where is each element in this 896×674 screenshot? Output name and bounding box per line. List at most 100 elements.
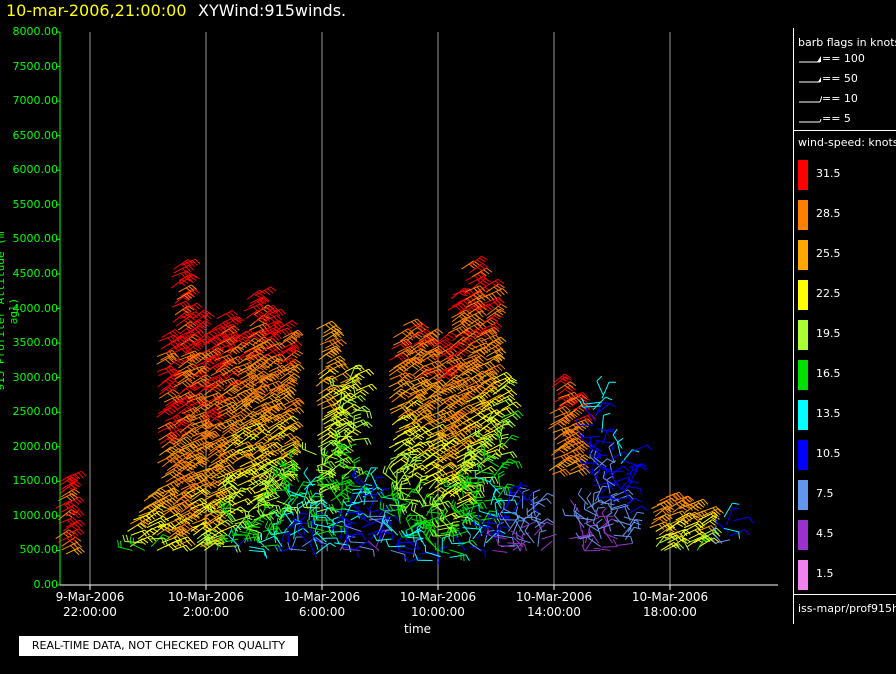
x-tick-label: 9-Mar-2006 22:00:00: [45, 590, 135, 620]
wind-barb: [548, 419, 570, 430]
x-tick-date: 10-Mar-2006: [631, 590, 709, 604]
wind-barb: [178, 273, 198, 282]
wind-barb: [455, 327, 476, 338]
wind-barb: [134, 535, 157, 544]
wind-barb: [603, 526, 619, 540]
wind-barb: [189, 414, 211, 423]
color-scale-label: 25.5: [816, 247, 841, 260]
wind-barb: [393, 380, 415, 392]
wind-barb: [222, 439, 244, 452]
wind-barb: [282, 406, 305, 415]
wind-barb: [480, 375, 501, 384]
wind-barb: [616, 437, 624, 457]
wind-barb: [400, 529, 422, 537]
wind-barb: [588, 531, 602, 548]
wind-barb: [222, 424, 241, 433]
wind-barb: [592, 396, 613, 411]
wind-barb: [222, 315, 242, 325]
wind-barb: [447, 383, 469, 392]
wind-barb: [481, 322, 503, 331]
wind-barb: [469, 255, 488, 266]
wind-barb: [403, 318, 423, 327]
wind-barb: [206, 413, 227, 426]
wind-barb: [172, 544, 191, 552]
wind-barb: [488, 511, 511, 519]
wind-barb: [594, 485, 610, 502]
wind-barb: [501, 410, 524, 418]
wind-barb: [434, 542, 450, 555]
wind-barb: [530, 512, 546, 525]
barb-symbol-icon: [799, 77, 821, 83]
wind-barb: [171, 270, 193, 279]
wind-barb: [373, 534, 392, 542]
y-axis-label: 915 Profiler Altitude (m agl): [0, 231, 20, 391]
wind-barb: [583, 502, 599, 517]
wind-barb: [611, 470, 623, 491]
wind-barb: [377, 490, 397, 499]
wind-barb: [621, 481, 633, 502]
y-tick-label: 3000.00: [12, 370, 59, 384]
wind-barb: [405, 399, 424, 410]
wind-barb: [418, 332, 438, 342]
wind-barb: [328, 503, 347, 511]
wind-barb: [148, 515, 169, 525]
wind-barb: [497, 512, 517, 521]
wind-barb: [170, 277, 191, 289]
wind-barb: [181, 258, 201, 268]
wind-barb: [65, 496, 85, 505]
wind-barb: [202, 337, 222, 346]
wind-barb: [219, 323, 239, 332]
x-tick-date: 9-Mar-2006: [55, 590, 125, 604]
wind-barb: [326, 355, 346, 364]
wind-barb: [347, 535, 365, 544]
wind-barb: [284, 519, 302, 532]
wind-barb: [476, 440, 496, 449]
wind-barb: [412, 538, 424, 558]
wind-barb: [327, 363, 349, 372]
wind-barb: [664, 543, 685, 551]
wind-barb: [486, 353, 506, 362]
wind-barb: [358, 494, 379, 502]
wind-barb: [394, 533, 411, 547]
wind-barb: [203, 532, 222, 541]
wind-barb: [389, 404, 409, 412]
wind-barb: [601, 546, 618, 548]
y-tick-label: 500.00: [19, 543, 59, 557]
wind-barb: [500, 434, 519, 449]
y-tick-label: 5000.00: [12, 232, 59, 246]
y-tick-label: 7000.00: [12, 94, 59, 108]
barb-legend-title: barb flags in knots: [798, 36, 896, 49]
wind-barb: [533, 489, 541, 509]
y-tick-label: 2500.00: [12, 405, 59, 419]
wind-barb: [340, 391, 357, 407]
wind-barb: [468, 535, 482, 551]
wind-barb: [61, 542, 83, 551]
wind-barb: [192, 430, 214, 441]
y-tick-label: 5500.00: [12, 197, 59, 211]
wind-barb: [421, 552, 439, 560]
wind-barb: [279, 336, 298, 346]
wind-barb: [192, 457, 210, 468]
wind-barb: [283, 399, 305, 411]
wind-barb: [282, 331, 303, 342]
wind-barb: [248, 297, 270, 308]
wind-barb: [476, 526, 494, 540]
wind-barb: [143, 500, 164, 510]
x-tick-time: 10:00:00: [411, 605, 465, 619]
y-tick-label: 1000.00: [12, 508, 59, 522]
wind-barb: [620, 449, 640, 464]
wind-barb: [420, 338, 441, 347]
wind-barb: [478, 504, 497, 517]
wind-barb: [665, 491, 685, 500]
wind-barb: [324, 507, 336, 525]
wind-barb: [338, 510, 356, 525]
y-tick-label: 7500.00: [12, 59, 59, 73]
wind-barb: [484, 363, 506, 373]
wind-barb: [603, 465, 624, 473]
color-swatch: [798, 320, 808, 350]
wind-barb: [723, 527, 741, 539]
wind-barb: [187, 365, 208, 374]
wind-barb: [160, 352, 180, 361]
wind-barb: [613, 534, 634, 544]
wind-barb: [156, 542, 177, 551]
